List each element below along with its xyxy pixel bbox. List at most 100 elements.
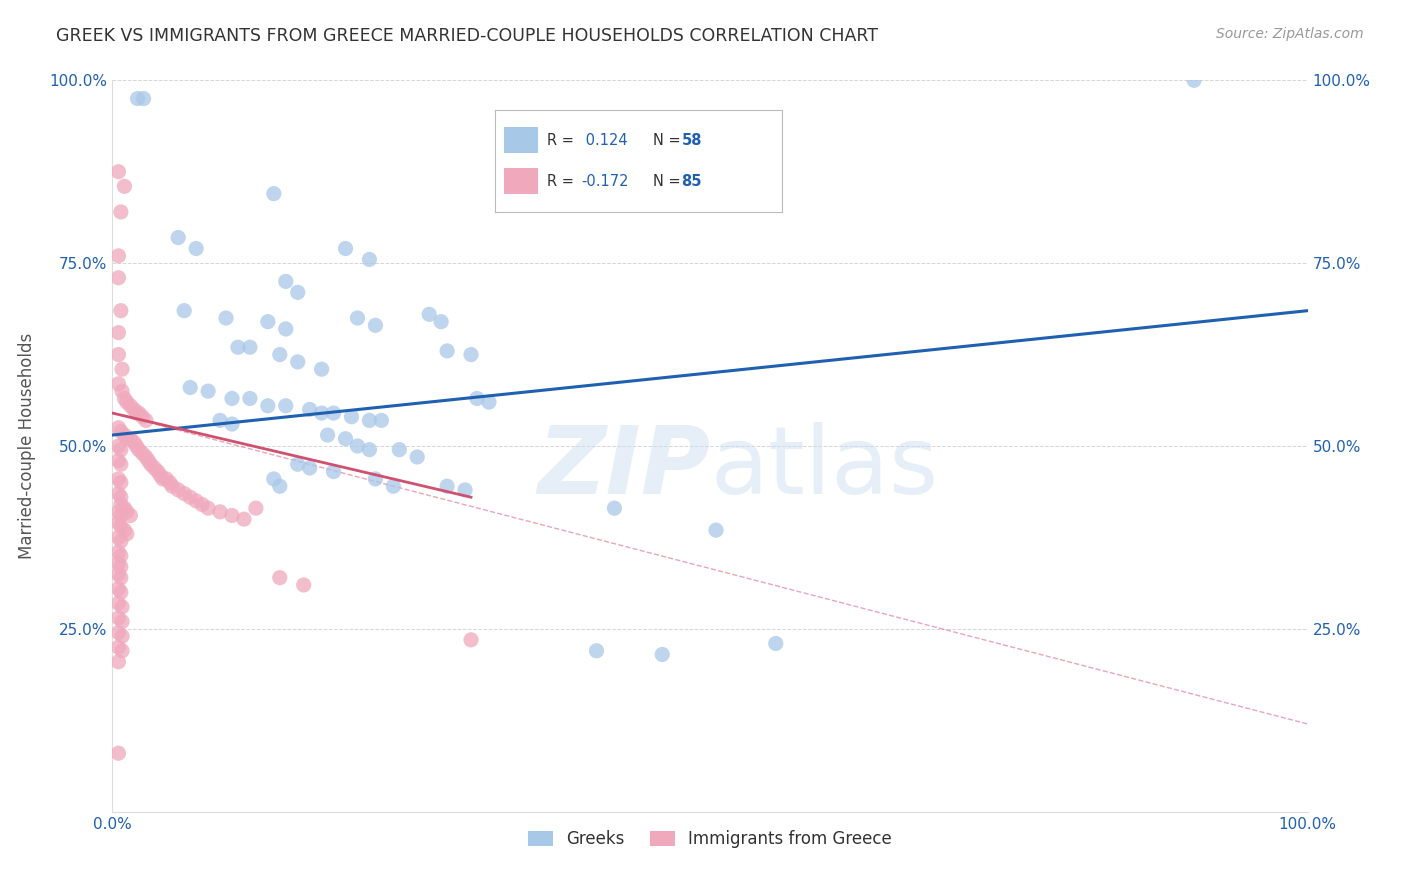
Point bbox=[298, 402, 321, 417]
Point bbox=[173, 486, 195, 500]
Point bbox=[107, 596, 129, 610]
Point bbox=[111, 599, 134, 614]
Point bbox=[269, 347, 291, 362]
Point bbox=[111, 362, 134, 376]
Point bbox=[159, 475, 181, 490]
Point bbox=[110, 508, 132, 523]
Point bbox=[651, 648, 673, 662]
Point bbox=[149, 468, 172, 483]
Point bbox=[167, 230, 190, 244]
Point bbox=[239, 340, 262, 354]
Point bbox=[110, 425, 132, 439]
Point bbox=[274, 399, 297, 413]
Point bbox=[316, 428, 339, 442]
Point bbox=[131, 446, 153, 460]
Point bbox=[138, 453, 160, 467]
Point bbox=[120, 508, 142, 523]
Point bbox=[226, 340, 249, 354]
Point bbox=[311, 362, 333, 376]
Point bbox=[110, 534, 132, 549]
Point bbox=[460, 347, 482, 362]
Point bbox=[274, 322, 297, 336]
Point bbox=[110, 475, 132, 490]
Point bbox=[179, 380, 201, 394]
Point bbox=[585, 644, 607, 658]
Point bbox=[221, 508, 243, 523]
Point bbox=[146, 465, 169, 479]
Point bbox=[221, 417, 243, 431]
Point bbox=[269, 479, 291, 493]
Point bbox=[107, 453, 129, 467]
Point bbox=[292, 578, 315, 592]
Point bbox=[111, 615, 134, 629]
Point bbox=[263, 186, 285, 201]
Text: GREEK VS IMMIGRANTS FROM GREECE MARRIED-COUPLE HOUSEHOLDS CORRELATION CHART: GREEK VS IMMIGRANTS FROM GREECE MARRIED-… bbox=[56, 27, 879, 45]
Point bbox=[436, 343, 458, 358]
Point bbox=[298, 461, 321, 475]
Point bbox=[107, 516, 129, 530]
Point bbox=[120, 432, 142, 446]
Point bbox=[135, 450, 157, 464]
Point bbox=[111, 644, 134, 658]
Point bbox=[110, 498, 132, 512]
Point bbox=[359, 413, 381, 427]
Point bbox=[322, 465, 344, 479]
Point bbox=[110, 303, 132, 318]
Point bbox=[110, 457, 132, 471]
Point bbox=[107, 472, 129, 486]
Point bbox=[114, 392, 135, 406]
Point bbox=[107, 556, 129, 570]
Point bbox=[197, 501, 219, 516]
Point bbox=[430, 315, 453, 329]
Point bbox=[209, 505, 232, 519]
Point bbox=[110, 442, 132, 457]
Point bbox=[107, 582, 129, 596]
Point bbox=[110, 571, 132, 585]
Point bbox=[107, 545, 129, 559]
Point bbox=[311, 406, 333, 420]
Point bbox=[107, 249, 129, 263]
Point bbox=[162, 479, 183, 493]
Point bbox=[107, 421, 129, 435]
Point bbox=[167, 483, 190, 497]
Point bbox=[155, 472, 177, 486]
Point bbox=[115, 432, 138, 446]
Point bbox=[131, 409, 153, 424]
Point bbox=[107, 486, 129, 500]
Point bbox=[603, 501, 626, 516]
Point bbox=[114, 428, 135, 442]
Point bbox=[335, 432, 357, 446]
Point bbox=[127, 92, 149, 106]
Point bbox=[186, 242, 208, 256]
Point bbox=[335, 242, 357, 256]
Point bbox=[152, 472, 174, 486]
Point bbox=[704, 523, 727, 537]
Point bbox=[132, 92, 155, 106]
Point bbox=[406, 450, 429, 464]
Point bbox=[382, 479, 405, 493]
Point bbox=[107, 164, 129, 178]
Point bbox=[364, 318, 387, 333]
Point bbox=[122, 402, 145, 417]
Point bbox=[186, 494, 208, 508]
Point bbox=[191, 498, 214, 512]
Legend: Greeks, Immigrants from Greece: Greeks, Immigrants from Greece bbox=[522, 823, 898, 855]
Y-axis label: Married-couple Households: Married-couple Households bbox=[18, 333, 35, 559]
Point bbox=[173, 303, 195, 318]
Point bbox=[139, 457, 162, 471]
Point bbox=[107, 326, 129, 340]
Point bbox=[115, 395, 138, 409]
Point bbox=[478, 395, 501, 409]
Point bbox=[107, 746, 129, 760]
Point bbox=[215, 310, 238, 325]
Point bbox=[239, 392, 262, 406]
Point bbox=[359, 252, 381, 267]
Point bbox=[107, 376, 129, 391]
Point bbox=[120, 399, 142, 413]
Point bbox=[143, 461, 166, 475]
Point bbox=[454, 483, 477, 497]
Point bbox=[359, 442, 381, 457]
Point bbox=[322, 406, 344, 420]
Point bbox=[125, 406, 148, 420]
Point bbox=[135, 413, 157, 427]
